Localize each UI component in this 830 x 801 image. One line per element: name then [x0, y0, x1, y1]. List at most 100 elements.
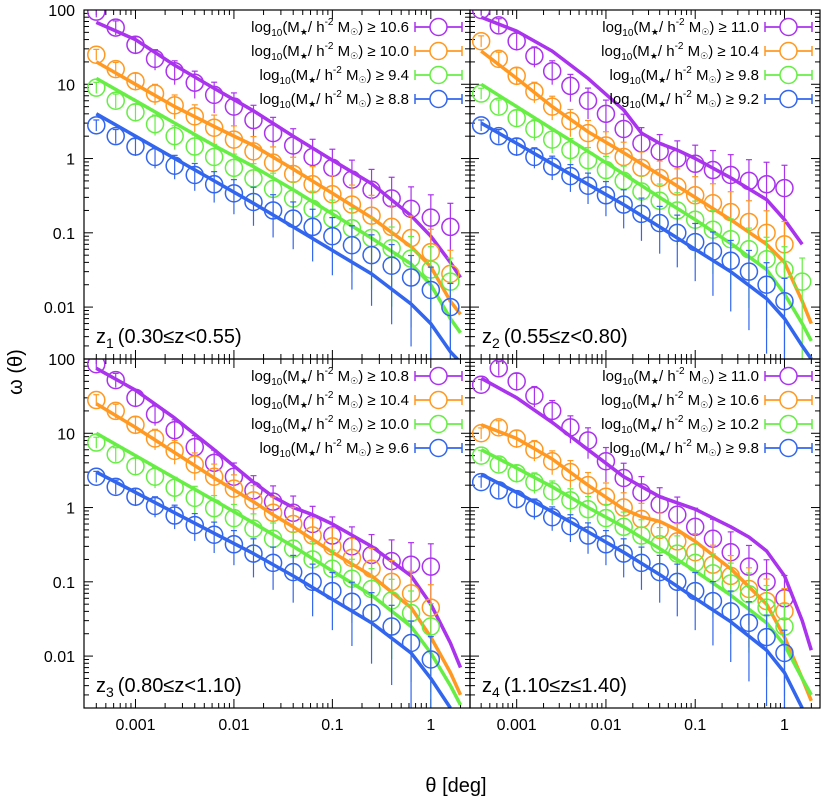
data-point: [561, 76, 580, 96]
data-point: [204, 467, 224, 486]
data-point: [106, 126, 125, 146]
data-point: [739, 613, 759, 633]
data-point: [185, 107, 204, 126]
data-point: [668, 572, 687, 592]
legend-text: ) ≥ 9.8: [717, 67, 759, 84]
legend-text: M: [685, 368, 702, 385]
legend-label: log10(M★/ h-2 M☉) ≥ 10.2: [601, 414, 759, 436]
data-point: [650, 562, 669, 582]
data-point: [342, 592, 362, 611]
legend-text: (M: [291, 67, 309, 84]
legend-marker: [429, 17, 448, 37]
legend-marker: [429, 438, 448, 458]
legend-label: log10(M★/ h-2 M☉) ≥ 10.4: [601, 41, 759, 63]
data-point: [507, 429, 526, 448]
legend-marker: [779, 390, 798, 410]
data-point: [165, 61, 184, 81]
data-point: [507, 137, 526, 156]
legend-text: ) ≥ 11.0: [709, 19, 759, 36]
redshift-z: z: [482, 675, 492, 697]
legend-text: (M: [282, 43, 300, 60]
data-point: [421, 617, 441, 636]
legend-label: log10(M★/ h-2 M☉) ≥ 8.8: [260, 89, 410, 111]
redshift-sub: 3: [106, 684, 114, 700]
legend-text: / h: [666, 440, 683, 457]
legend-text: ★: [300, 376, 308, 386]
legend-label: log10(M★/ h-2 M☉) ≥ 10.8: [251, 366, 409, 388]
legend-text: M: [342, 440, 359, 457]
data-point: [204, 147, 224, 167]
data-point: [165, 156, 184, 175]
legend-text: log: [601, 416, 621, 433]
data-point: [145, 84, 165, 103]
data-point: [106, 91, 125, 110]
legend-text: ☉: [350, 27, 358, 37]
data-point: [185, 73, 204, 92]
data-point: [126, 137, 145, 156]
legend-text: -2: [675, 414, 684, 425]
legend-text: M: [342, 67, 359, 84]
data-point: [578, 475, 598, 495]
legend-text: -2: [325, 414, 334, 425]
data-point: [471, 424, 491, 443]
data-point: [145, 49, 165, 69]
redshift-sub: 2: [492, 335, 500, 351]
data-point: [145, 496, 165, 516]
data-point: [703, 160, 723, 180]
data-point: [596, 535, 616, 554]
legend-text: / h: [308, 416, 325, 433]
legend-text: ★: [308, 99, 316, 109]
data-point: [224, 508, 244, 528]
panel-bottom-left: 0.001 0.01 0.1 1 100 10 1 0.1 0.01 log10(M★/ h-2 …: [44, 352, 471, 734]
legend-marker: [779, 414, 798, 434]
data-point: [145, 405, 165, 424]
data-point: [303, 147, 322, 167]
legend-text: ) ≥ 9.6: [367, 440, 409, 457]
data-point: [126, 487, 145, 506]
redshift-label: z2 (0.55≤z<0.80): [482, 326, 628, 351]
data-point: [596, 136, 616, 155]
data-point: [775, 178, 794, 198]
data-point: [614, 195, 633, 214]
legend-text: / h: [316, 91, 333, 108]
legend-text: / h: [659, 19, 676, 36]
legend-text: ★: [308, 448, 316, 458]
legend-text: 10: [621, 425, 633, 436]
redshift-label: z1 (0.30≤z<0.55): [96, 326, 242, 351]
legend-text: 10: [280, 76, 292, 87]
data-point: [263, 201, 283, 220]
data-point: [263, 553, 283, 573]
legend-text: ) ≥ 10.6: [358, 19, 409, 36]
data-point: [721, 165, 740, 185]
legend-text: -2: [325, 390, 334, 401]
legend-text: ) ≥ 10.0: [358, 416, 409, 433]
legend-text: 10: [630, 76, 642, 87]
data-point: [224, 535, 244, 554]
legend-label: log10(M★/ h-2 M☉) ≥ 10.6: [601, 390, 759, 412]
legend-text: log: [601, 392, 621, 409]
redshift-z: z: [96, 675, 106, 697]
model-line: [480, 448, 813, 696]
legend-label: log10(M★/ h-2 M☉) ≥ 9.2: [610, 89, 760, 111]
legend-text: M: [683, 392, 700, 409]
legend-text: ) ≥ 10.4: [708, 43, 759, 60]
data-point: [525, 440, 544, 459]
data-point: [185, 165, 204, 185]
data-point: [224, 184, 244, 203]
data-point: [126, 415, 145, 435]
data-point: [145, 429, 165, 448]
ticks-top-right: [469, 9, 820, 360]
data-point: [757, 175, 776, 194]
legend-label: log10(M★/ h-2 M☉) ≥ 10.0: [251, 41, 409, 63]
legend-label: log10(M★/ h-2 M☉) ≥ 11.0: [602, 17, 759, 39]
data-point: [471, 84, 491, 103]
legend-text: log: [251, 416, 271, 433]
data-point: [204, 85, 224, 105]
data-point: [739, 171, 759, 191]
legend-text: (M: [282, 19, 300, 36]
legend-text: ☉: [359, 75, 367, 85]
legend-text: (M: [633, 368, 651, 385]
legend-text: M: [333, 416, 350, 433]
